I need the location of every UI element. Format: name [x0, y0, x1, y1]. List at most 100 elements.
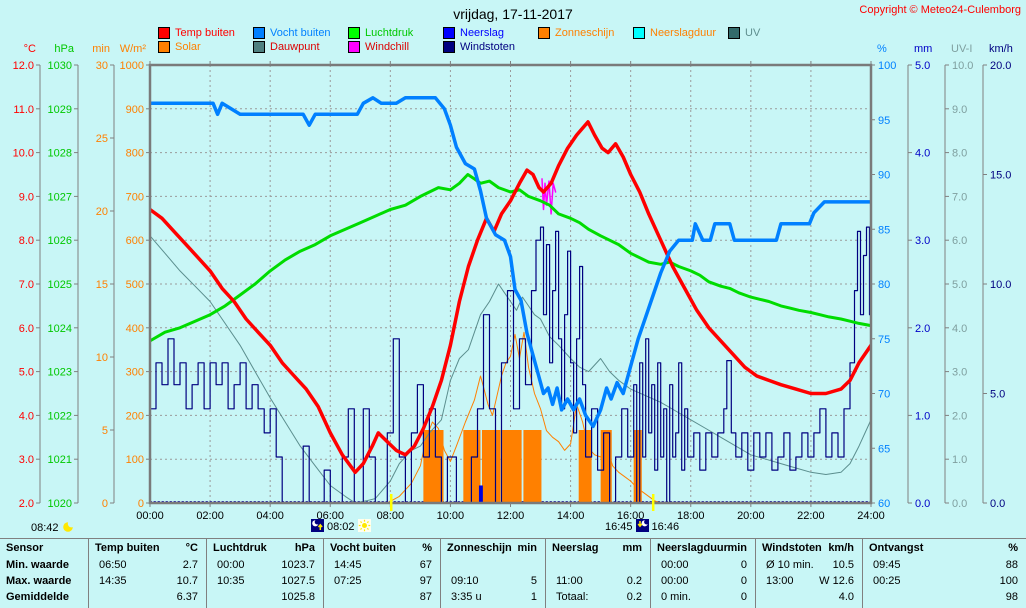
table-col-unit: °C	[185, 542, 198, 554]
table-col-unit: %	[422, 542, 432, 554]
sunset-annotation: 16:45 16:46	[605, 519, 679, 535]
x-axis-label: 12:00	[497, 510, 525, 522]
x-axis-label: 22:00	[797, 510, 825, 522]
axis-mm: 5.0 4.0 3.0 2.0 1.0 0.0 mm	[907, 43, 932, 510]
axis-tick-label: 0.0	[952, 498, 967, 510]
table-value: W 12.6	[819, 575, 854, 587]
axis-tick-label: 1000	[120, 60, 144, 72]
page-title: vrijdag, 17-11-2017	[453, 6, 573, 22]
table-time-value: 14:35	[99, 575, 127, 587]
table-value: 0.2	[626, 575, 642, 587]
legend-swatch-icon	[253, 27, 265, 39]
table-time-value: 00:00	[661, 575, 689, 587]
moonset-icon	[62, 520, 76, 536]
legend-label: Windstoten	[460, 41, 516, 53]
table-column-luchtdruk: Luchtdruk hPa 00:00 1023.7 10:35 1027.5 1025.8	[206, 539, 323, 608]
series-windchill	[541, 178, 557, 215]
axis-tick-label: 65	[878, 443, 890, 455]
x-axis-label: 00:00	[136, 510, 164, 522]
legend-item-zonneschijn: Zonneschijn	[538, 27, 614, 39]
series-windstoten	[151, 226, 870, 502]
legend-swatch-icon	[538, 27, 550, 39]
legend-swatch-icon	[728, 27, 740, 39]
table-col-header: Neerslagduur	[657, 542, 728, 554]
series-layer	[151, 96, 870, 502]
axis-tick-label: 1021	[48, 454, 72, 466]
table-value: 1023.7	[281, 559, 315, 571]
axis-tick-label: 60	[878, 498, 890, 510]
axis-tick-label: 7.0	[952, 191, 967, 203]
axis-tick-label: 15.0	[990, 170, 1011, 182]
series-solar	[388, 331, 660, 502]
series-zonneschijn-bar	[502, 430, 522, 502]
axis-tick-label: 5	[102, 425, 108, 437]
legend-swatch-icon	[348, 27, 360, 39]
table-time-value: 07:25	[334, 575, 362, 587]
axis-%: 100 95 90 85 80 75 70 65 60%	[871, 43, 896, 510]
sun-icon	[357, 519, 371, 535]
legend-label: Luchtdruk	[365, 27, 414, 39]
table-time-value: 11:00	[556, 575, 583, 587]
axis-tick-label: 2.0	[915, 323, 930, 335]
table-value: 6.37	[176, 591, 198, 603]
x-axis-label: 08:00	[377, 510, 405, 522]
statistics-table: Sensor Min. waarde Max. waarde Gemiddelde Te…	[0, 538, 1026, 608]
legend-label: UV	[745, 27, 761, 39]
table-col-unit: min	[727, 542, 747, 554]
axis-tick-label: 20.0	[990, 60, 1011, 72]
table-time-value: 09:10	[451, 575, 479, 587]
legend-swatch-icon	[348, 41, 360, 53]
table-time-value: 14:45	[334, 559, 362, 571]
legend-item-uv: UV	[728, 27, 760, 39]
axis-unit-label: km/h	[989, 43, 1013, 55]
axis-tick-label: 300	[126, 367, 144, 379]
axis-tick-label: 700	[126, 191, 144, 203]
axis-tick-label: 0	[138, 498, 144, 510]
axis-tick-label: 100	[878, 60, 896, 72]
table-value: 0	[740, 559, 747, 571]
legend-swatch-icon	[253, 41, 265, 53]
copyright-text: Copyright © Meteo24-Culemborg	[859, 4, 1021, 16]
legend-label: Solar	[175, 41, 201, 53]
axis-tick-label: 10.0	[13, 148, 34, 160]
moonset-time: 08:42	[31, 522, 59, 534]
table-col-unit: min	[517, 542, 537, 554]
legend-item-neerslag: Neerslag	[443, 27, 504, 39]
table-value: 0	[740, 575, 747, 587]
axis-tick-label: 9.0	[952, 104, 967, 116]
axis-tick-label: 3.0	[19, 454, 34, 466]
table-value: 4.0	[838, 591, 854, 603]
x-axis-label: 24:00	[857, 510, 885, 522]
table-col-unit: hPa	[294, 542, 315, 554]
table-value: 88	[1005, 559, 1018, 571]
series-luchtdruk	[151, 173, 870, 343]
legend-item-neerslagduur: Neerslagduur	[633, 27, 716, 39]
axis-tick-label: 5.0	[952, 279, 967, 291]
table-value: 0	[740, 591, 747, 603]
axis-tick-label: 2.0	[952, 410, 967, 422]
series-vocht-buiten	[151, 96, 870, 429]
table-time-value: Ø 10 min.	[766, 559, 814, 571]
axis-tick-label: 400	[126, 323, 144, 335]
table-column-neerslagduur: Neerslagduur min 00:00 0 00:00 0 0 min. 0	[650, 539, 755, 608]
axis-tick-label: 0	[102, 498, 108, 510]
table-row-label: Max. waarde	[6, 575, 72, 587]
axis-unit-label: mm	[914, 43, 932, 55]
table-row-label: Gemiddelde	[6, 591, 69, 603]
axis-tick-label: 4.0	[19, 410, 34, 422]
table-value: 98	[1005, 591, 1018, 603]
x-axis: 00:00 02:00 04:00 06:00 08:00 10:00 12:00 14:00…	[136, 61, 885, 522]
axis-tick-label: 85	[878, 224, 890, 236]
legend-label: Neerslagduur	[650, 27, 717, 39]
legend-label: Zonneschijn	[555, 27, 615, 39]
axis-tick-label: 8.0	[19, 235, 34, 247]
axis-unit-label: UV-I	[951, 43, 972, 55]
axis-tick-label: 1026	[48, 235, 72, 247]
axis-tick-label: 11.0	[13, 104, 34, 116]
table-time-value: 09:45	[873, 559, 901, 571]
table-time-value: 00:00	[661, 559, 689, 571]
moon-up-arrow-icon	[311, 519, 324, 535]
legend-item-windstoten: Windstoten	[443, 41, 515, 53]
